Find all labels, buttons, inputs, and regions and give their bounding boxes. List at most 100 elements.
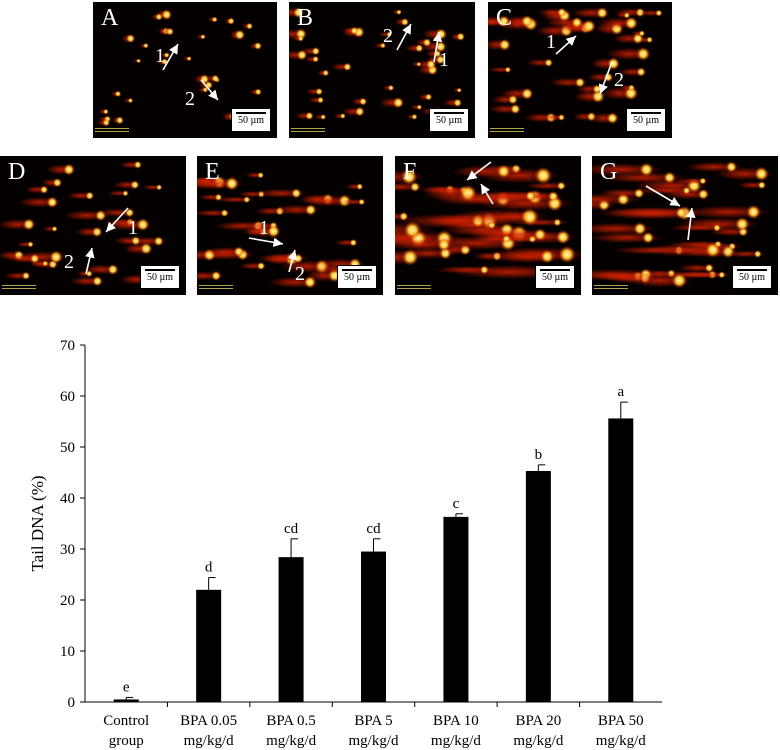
comet-head xyxy=(233,246,245,257)
comet-head xyxy=(227,17,235,25)
significance-label: cd xyxy=(366,521,381,537)
scale-bar: 50 µm xyxy=(732,265,772,289)
comet-head xyxy=(735,216,750,232)
panel-a: 1 2 A 50 µm xyxy=(93,2,277,138)
comet-head xyxy=(636,47,651,61)
comet-head xyxy=(322,69,330,77)
x-tick-label: mg/kg/d xyxy=(431,733,482,749)
comet-head xyxy=(186,56,192,62)
y-tick-label: 50 xyxy=(60,440,75,456)
camera-metadata-overlay xyxy=(199,283,233,293)
arrow-label: 2 xyxy=(185,88,195,110)
bar xyxy=(525,470,551,702)
comet-head xyxy=(354,106,365,117)
micrograph-image xyxy=(592,161,773,289)
y-tick-label: 30 xyxy=(60,542,75,558)
comet-head xyxy=(697,188,709,200)
comet-head xyxy=(155,13,163,21)
comet-head xyxy=(296,49,308,61)
comet-head xyxy=(628,84,635,92)
comet-head xyxy=(130,180,140,190)
comet-head xyxy=(349,238,358,247)
comet-head xyxy=(520,15,534,28)
scale-bar-label: 50 µm xyxy=(541,272,569,283)
panel-b: 2 1 B 50 µm xyxy=(289,2,475,138)
comet-head xyxy=(51,225,58,232)
arrow-pointer xyxy=(480,183,494,205)
comet-head xyxy=(400,17,409,27)
comet-head xyxy=(350,26,359,35)
comet-head xyxy=(682,186,691,195)
comet-head xyxy=(753,250,762,258)
comet-head xyxy=(130,235,141,246)
tail-dna-bar-chart: 0 10 20 30 40 50 60 70 Tail DNA (%) e Control group… xyxy=(28,338,662,749)
camera-metadata-overlay xyxy=(95,126,129,136)
y-tick-label: 60 xyxy=(60,389,75,405)
comet-head xyxy=(224,176,239,191)
comet-head xyxy=(453,98,462,108)
comet-head xyxy=(521,208,539,226)
comet-head xyxy=(49,250,63,264)
camera-metadata-overlay xyxy=(397,283,431,293)
panel-label: C xyxy=(496,5,513,31)
comet-head xyxy=(582,19,596,34)
comet-head xyxy=(356,183,364,190)
significance-label: a xyxy=(617,384,624,400)
comet-head xyxy=(52,177,63,188)
comet-head xyxy=(220,209,229,217)
comet-head xyxy=(243,196,251,204)
comet-head xyxy=(163,52,170,59)
comet-head xyxy=(504,66,511,73)
comet-head xyxy=(636,67,646,77)
comet-head xyxy=(379,42,386,49)
comet-head xyxy=(623,12,630,19)
comet-head xyxy=(140,242,153,255)
comet-head xyxy=(392,97,404,109)
scale-bar-label: 50 µm xyxy=(435,115,463,126)
panel-c: 1 2 C 50 µm xyxy=(488,2,672,138)
y-tick-label: 10 xyxy=(60,644,75,660)
comet-head xyxy=(358,198,365,206)
bar xyxy=(608,418,634,702)
comet-head xyxy=(713,223,721,232)
comet-head xyxy=(409,181,421,192)
comet-head xyxy=(304,204,317,216)
bar xyxy=(361,551,386,702)
comet-head xyxy=(42,260,49,267)
arrow-label: 1 xyxy=(128,217,138,239)
comet-head xyxy=(127,97,134,104)
comet-head xyxy=(27,241,34,248)
comet-head xyxy=(85,270,93,278)
comet-head xyxy=(257,171,264,179)
scale-bar: 50 µm xyxy=(626,108,666,132)
comet-head xyxy=(400,168,418,185)
comet-head xyxy=(533,228,547,241)
arrow-pointer xyxy=(686,207,696,241)
scale-bar-label: 50 µm xyxy=(343,272,371,283)
comet-head xyxy=(211,74,220,83)
comet-head xyxy=(153,236,164,247)
comet-head xyxy=(557,7,567,18)
comet-head xyxy=(416,104,423,110)
scale-bar: 50 µm xyxy=(337,265,377,289)
comet-head xyxy=(234,29,246,41)
comet-head xyxy=(555,229,571,245)
comet-head xyxy=(156,184,163,191)
arrow-label: 1 xyxy=(439,49,449,71)
micrograph-image: 21 xyxy=(289,7,465,123)
comet-head xyxy=(757,181,766,190)
comet-head xyxy=(312,55,320,63)
comet-head xyxy=(107,264,119,275)
comet-head xyxy=(22,218,35,231)
comet-head xyxy=(114,90,122,98)
comet-head xyxy=(256,261,266,271)
panel-label: D xyxy=(8,159,26,185)
comet-head xyxy=(85,191,94,200)
comet-head xyxy=(479,265,489,275)
arrow-label: 1 xyxy=(259,217,269,239)
comet-head xyxy=(396,9,402,15)
comet-head xyxy=(254,88,262,96)
arrow-label: 2 xyxy=(295,263,305,285)
comet-head xyxy=(293,253,304,264)
comet-head xyxy=(46,196,58,208)
